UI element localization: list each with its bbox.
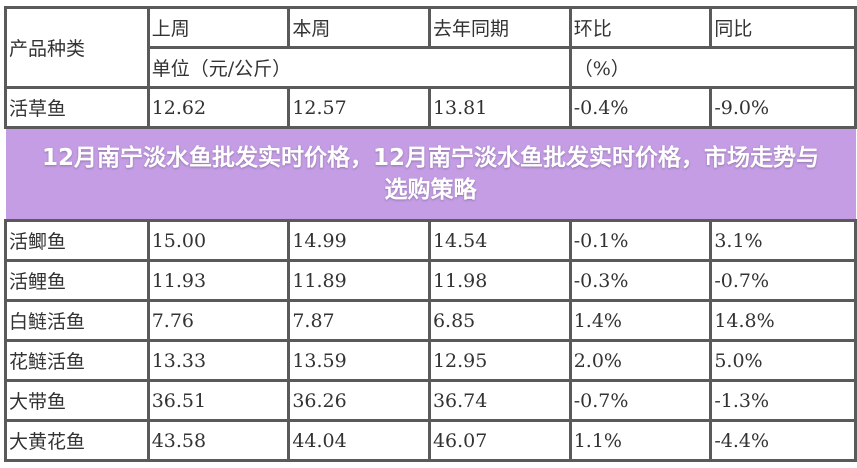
table-cell: -0.4%	[568, 86, 713, 129]
header-yoy: 同比	[709, 6, 857, 49]
table-cell: 12.62	[146, 86, 291, 129]
table-cell: -0.3%	[568, 259, 713, 302]
table-cell: 36.74	[427, 379, 572, 422]
table-cell: 2.0%	[568, 339, 713, 382]
table-cell: 14.8%	[709, 299, 857, 342]
table-cell: 13.59	[287, 339, 431, 382]
table-cell: 36.26	[287, 379, 431, 422]
table-cell: 6.85	[427, 299, 572, 342]
title-banner-row: 12月南宁淡水鱼批发实时价格，12月南宁淡水鱼批发实时价格，市场走势与选购策略	[5, 126, 856, 222]
table-cell: -9.0%	[709, 86, 857, 129]
table-row: 白鲢活鱼 7.76 7.87 6.85 1.4% 14.8%	[4, 299, 857, 342]
table-cell: 11.98	[427, 259, 572, 302]
header-last-year: 去年同期	[427, 6, 572, 49]
product-name: 活鲫鱼	[4, 219, 150, 262]
product-name: 大黄花鱼	[4, 419, 150, 462]
unit-percent: （%）	[568, 46, 857, 89]
table-row: 大黄花鱼 43.58 44.04 46.07 1.1% -4.4%	[4, 419, 857, 462]
header-product: 产品种类	[4, 6, 150, 89]
table-cell: 3.1%	[709, 219, 857, 262]
product-name: 花鲢活鱼	[4, 339, 150, 382]
product-name: 大带鱼	[4, 379, 150, 422]
table-row: 活鲤鱼 11.93 11.89 11.98 -0.3% -0.7%	[4, 259, 857, 302]
table-cell: 11.93	[146, 259, 291, 302]
table-cell: 1.4%	[568, 299, 713, 342]
table-row: 花鲢活鱼 13.33 13.59 12.95 2.0% 5.0%	[4, 339, 857, 382]
table-row: 活鲫鱼 15.00 14.99 14.54 -0.1% 3.1%	[4, 219, 857, 262]
table-cell: 12.57	[287, 86, 431, 129]
table-cell: 11.89	[287, 259, 431, 302]
product-name: 活鲤鱼	[4, 259, 150, 302]
header-last-week: 上周	[146, 6, 291, 49]
product-name: 活草鱼	[4, 86, 150, 129]
header-this-week: 本周	[287, 6, 431, 49]
table-row: 活草鱼 12.62 12.57 13.81 -0.4% -9.0%	[4, 86, 857, 129]
table-cell: 44.04	[287, 419, 431, 462]
product-name: 白鲢活鱼	[4, 299, 150, 342]
header-mom: 环比	[568, 6, 713, 49]
table-cell: 1.1%	[568, 419, 713, 462]
table-cell: -0.1%	[568, 219, 713, 262]
table-cell: 46.07	[427, 419, 572, 462]
table-cell: 13.33	[146, 339, 291, 382]
table-cell: 12.95	[427, 339, 572, 382]
title-banner-inner: 12月南宁淡水鱼批发实时价格，12月南宁淡水鱼批发实时价格，市场走势与选购策略	[6, 131, 856, 218]
table-cell: 43.58	[146, 419, 291, 462]
table-cell: -0.7%	[709, 259, 857, 302]
table-cell: 7.87	[287, 299, 431, 342]
table-cell: 36.51	[146, 379, 291, 422]
table-cell: 14.99	[287, 219, 431, 262]
fish-price-table: 产品种类 上周 本周 去年同期 环比 同比 单位（元/公斤） （%） 活草鱼 12…	[4, 6, 857, 462]
table-row: 大带鱼 36.51 36.26 36.74 -0.7% -1.3%	[4, 379, 857, 422]
table-cell: -1.3%	[709, 379, 857, 422]
table-cell: -4.4%	[709, 419, 857, 462]
table-cell: -0.7%	[568, 379, 713, 422]
title-banner: 12月南宁淡水鱼批发实时价格，12月南宁淡水鱼批发实时价格，市场走势与选购策略	[5, 126, 856, 222]
unit-price: 单位（元/公斤）	[146, 46, 572, 89]
table-cell: 14.54	[427, 219, 572, 262]
overlay-title: 12月南宁淡水鱼批发实时价格，12月南宁淡水鱼批发实时价格，市场走势与选购策略	[41, 145, 819, 203]
header-row: 产品种类 上周 本周 去年同期 环比 同比	[4, 6, 857, 89]
table-cell: 15.00	[146, 219, 291, 262]
unit-row: 单位（元/公斤） （%）	[6, 46, 857, 89]
table-cell: 5.0%	[709, 339, 857, 382]
table-cell: 7.76	[146, 299, 291, 342]
table-cell: 13.81	[427, 86, 572, 129]
